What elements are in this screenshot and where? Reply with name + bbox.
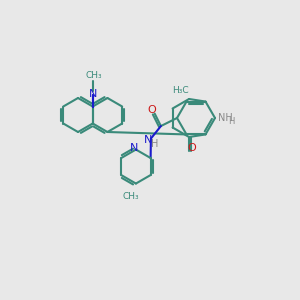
Text: O: O: [147, 104, 156, 115]
Text: N: N: [130, 142, 138, 152]
Text: O: O: [188, 143, 197, 153]
Text: CH₃: CH₃: [123, 192, 139, 201]
Text: N: N: [144, 134, 152, 145]
Text: NH: NH: [218, 113, 232, 123]
Text: N: N: [88, 88, 97, 99]
Text: CH₃: CH₃: [85, 70, 102, 80]
Text: H: H: [151, 139, 159, 148]
Text: H: H: [228, 116, 234, 125]
Text: H₃C: H₃C: [172, 86, 189, 95]
